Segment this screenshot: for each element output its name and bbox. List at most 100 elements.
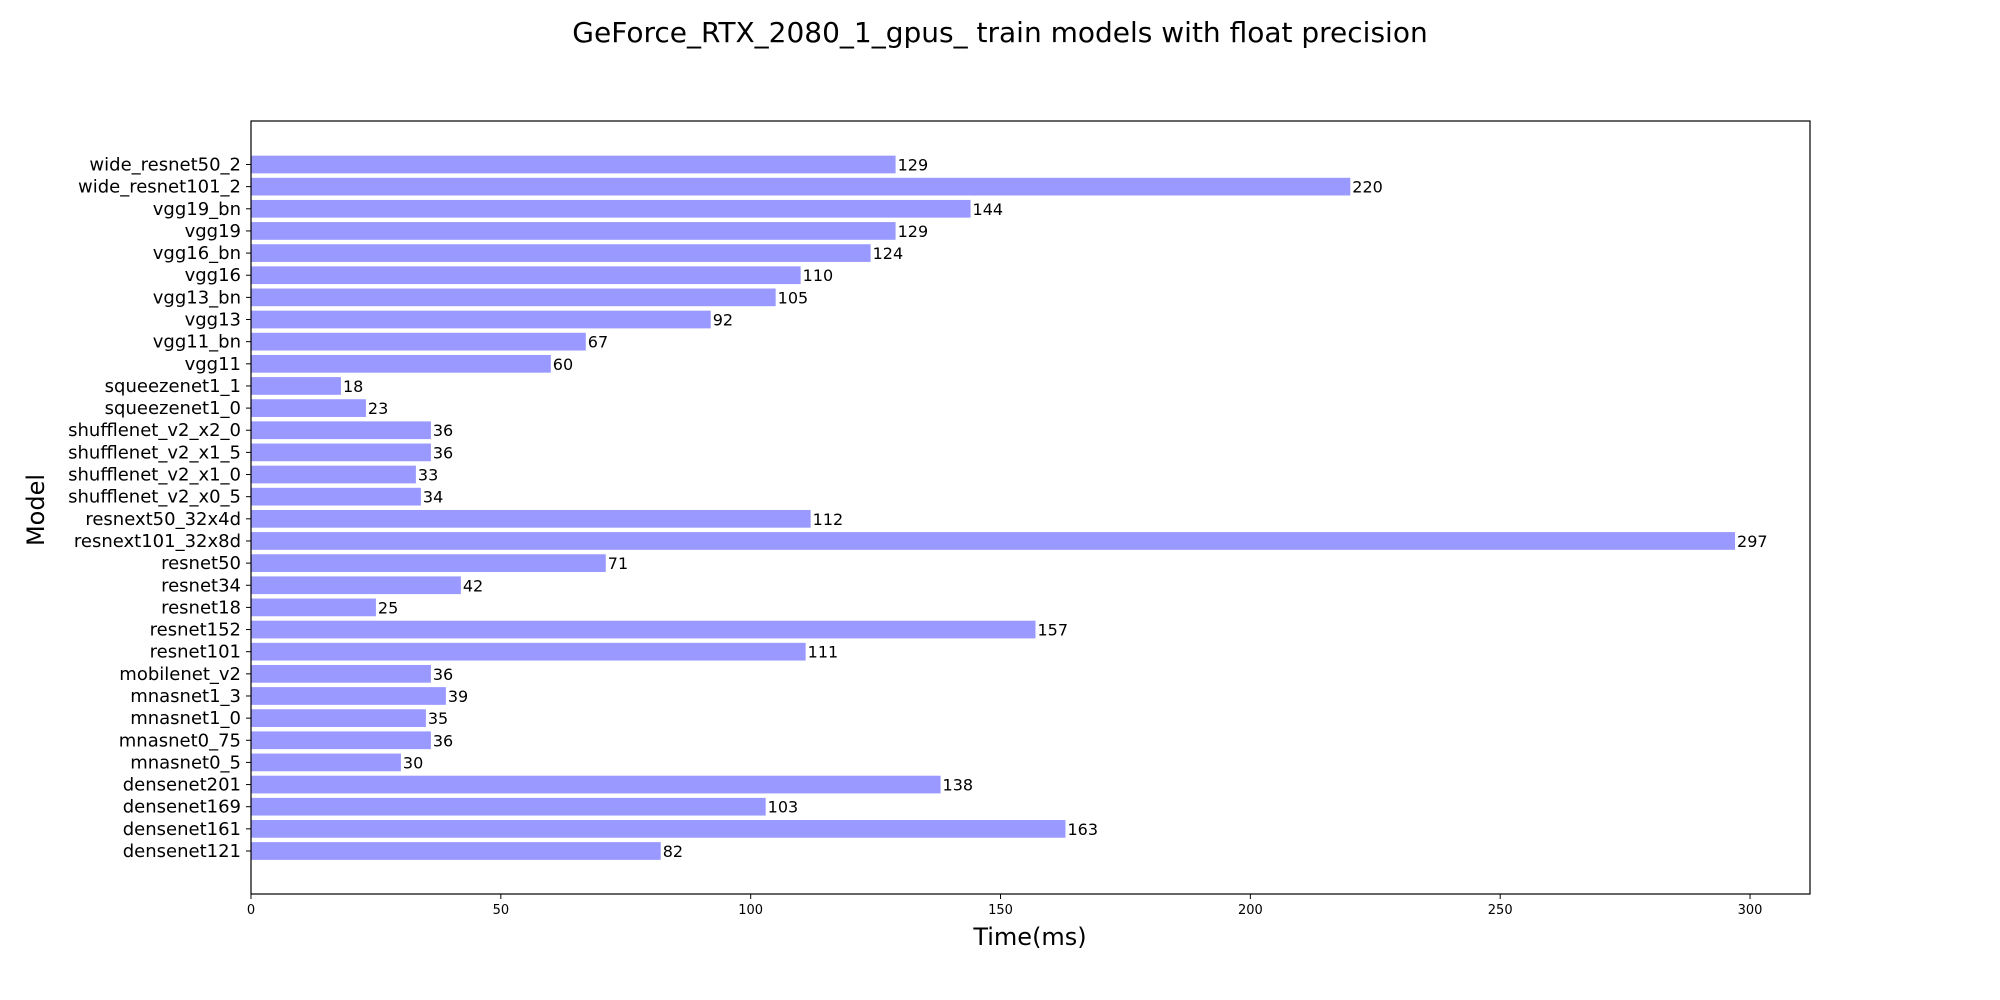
bar-densenet161	[251, 819, 1066, 838]
x-tick-label-100: 100	[738, 903, 763, 918]
bar-mnasnet1_0	[251, 709, 426, 727]
bar-squeezenet1_1	[251, 377, 341, 395]
data-label-vgg16_bn: 124	[873, 244, 904, 263]
y-tick-label-vgg11: vgg11	[185, 354, 241, 375]
data-label-wide_resnet50_2: 129	[898, 156, 929, 175]
bar-resnet101	[251, 642, 806, 661]
bar-mobilenet_v2	[251, 664, 431, 683]
bar-resnext101_32x8d	[251, 532, 1736, 550]
y-tick-label-resnext50_32x4d: resnext50_32x4d	[85, 509, 241, 530]
x-tick-label-200: 200	[1238, 903, 1263, 918]
data-label-shufflenet_v2_x1_0: 33	[418, 466, 438, 485]
y-tick-label-vgg16_bn: vgg16_bn	[153, 243, 241, 264]
category-labels-layer: wide_resnet50_2wide_resnet101_2vgg19_bnv…	[68, 155, 251, 862]
y-tick-label-resnet101: resnet101	[150, 642, 241, 663]
data-label-vgg11: 60	[553, 355, 573, 374]
data-label-mnasnet0_5: 30	[403, 753, 423, 772]
data-label-resnet152: 157	[1037, 621, 1068, 640]
data-label-shufflenet_v2_x2_0: 36	[433, 421, 453, 440]
data-label-vgg13: 92	[713, 311, 733, 330]
bar-vgg13	[251, 310, 711, 329]
y-tick-label-vgg11_bn: vgg11_bn	[153, 332, 241, 353]
y-tick-label-resnet50: resnet50	[161, 553, 241, 574]
y-tick-label-shufflenet_v2_x0_5: shufflenet_v2_x0_5	[68, 487, 241, 508]
y-tick-label-resnet18: resnet18	[161, 597, 241, 618]
bar-vgg16_bn	[251, 244, 871, 262]
y-tick-label-mnasnet0_75: mnasnet0_75	[119, 730, 241, 751]
x-tick-label-250: 250	[1488, 903, 1513, 918]
y-tick-label-resnext101_32x8d: resnext101_32x8d	[74, 531, 241, 552]
data-label-densenet169: 103	[768, 798, 799, 817]
y-tick-label-mnasnet1_3: mnasnet1_3	[130, 686, 241, 707]
data-label-squeezenet1_0: 23	[368, 399, 388, 418]
y-tick-label-mnasnet0_5: mnasnet0_5	[130, 752, 241, 773]
bar-wide_resnet101_2	[251, 177, 1351, 196]
data-label-vgg16: 110	[803, 266, 834, 285]
data-label-vgg13_bn: 105	[778, 288, 809, 307]
data-label-vgg11_bn: 67	[588, 333, 608, 352]
y-axis-label: Model	[22, 474, 50, 546]
bar-vgg11	[251, 354, 551, 373]
y-tick-label-vgg13: vgg13	[185, 310, 241, 331]
y-tick-label-shufflenet_v2_x2_0: shufflenet_v2_x2_0	[68, 420, 241, 441]
data-label-resnet18: 25	[378, 598, 398, 617]
x-tick-label-50: 50	[493, 903, 510, 918]
y-tick-label-squeezenet1_1: squeezenet1_1	[105, 376, 241, 397]
x-tick-label-300: 300	[1738, 903, 1763, 918]
x-axis-ticks: 0 50 100 150 200 250 300	[247, 894, 1763, 918]
bar-squeezenet1_0	[251, 399, 366, 417]
x-tick-label-0: 0	[247, 903, 255, 918]
y-tick-label-wide_resnet101_2: wide_resnet101_2	[78, 177, 241, 198]
y-tick-label-densenet121: densenet121	[123, 841, 241, 862]
bar-mnasnet0_75	[251, 731, 431, 750]
data-label-densenet121: 82	[663, 842, 683, 861]
y-tick-label-resnet34: resnet34	[161, 575, 241, 596]
bar-shufflenet_v2_x2_0	[251, 421, 431, 440]
bar-vgg13_bn	[251, 288, 776, 307]
data-label-resnet101: 111	[808, 643, 839, 662]
data-label-vgg19: 129	[898, 222, 929, 241]
bar-vgg16	[251, 266, 801, 285]
bar-resnet152	[251, 620, 1036, 639]
data-label-densenet161: 163	[1067, 820, 1098, 839]
y-tick-label-mobilenet_v2: mobilenet_v2	[119, 664, 241, 685]
bar-resnet34	[251, 576, 461, 595]
bar-shufflenet_v2_x0_5	[251, 487, 421, 506]
data-label-mnasnet1_3: 39	[448, 687, 468, 706]
bar-resnet50	[251, 554, 606, 572]
data-label-resnet34: 42	[463, 576, 483, 595]
bar-vgg19	[251, 222, 896, 240]
y-tick-label-shufflenet_v2_x1_0: shufflenet_v2_x1_0	[68, 465, 241, 486]
y-tick-label-wide_resnet50_2: wide_resnet50_2	[89, 155, 241, 176]
y-tick-label-vgg16: vgg16	[185, 265, 241, 286]
bar-resnext50_32x4d	[251, 509, 811, 528]
data-label-shufflenet_v2_x1_5: 36	[433, 443, 453, 462]
y-tick-label-squeezenet1_0: squeezenet1_0	[105, 398, 241, 419]
bars-layer	[251, 155, 1736, 860]
data-label-shufflenet_v2_x0_5: 34	[423, 488, 443, 507]
bar-shufflenet_v2_x1_5	[251, 443, 431, 462]
data-labels-layer: 129 220 144 129 124 110 105 92 67 60 18 23 36 36 33 34 1…	[343, 156, 1768, 862]
y-tick-label-shufflenet_v2_x1_5: shufflenet_v2_x1_5	[68, 442, 241, 463]
chart-title: GeForce_RTX_2080_1_gpus_ train models wi…	[572, 16, 1427, 49]
data-label-resnext50_32x4d: 112	[813, 510, 844, 529]
data-label-vgg19_bn: 144	[973, 200, 1004, 219]
y-tick-label-mnasnet1_0: mnasnet1_0	[130, 708, 241, 729]
x-axis-label: Time(ms)	[972, 923, 1086, 951]
bar-densenet201	[251, 775, 941, 794]
bar-shufflenet_v2_x1_0	[251, 465, 416, 484]
plot-area-frame	[250, 120, 1811, 895]
bar-wide_resnet50_2	[251, 155, 896, 174]
y-tick-label-vgg19_bn: vgg19_bn	[153, 199, 241, 220]
y-tick-label-vgg19: vgg19	[185, 221, 241, 242]
data-label-resnet50: 71	[608, 554, 628, 573]
bar-densenet169	[251, 797, 766, 816]
y-tick-label-densenet201: densenet201	[123, 775, 241, 796]
y-tick-label-densenet161: densenet161	[123, 819, 241, 840]
y-tick-label-resnet152: resnet152	[150, 620, 241, 641]
data-label-mnasnet0_75: 36	[433, 731, 453, 750]
x-tick-label-150: 150	[988, 903, 1013, 918]
data-label-resnext101_32x8d: 297	[1737, 532, 1768, 551]
data-label-wide_resnet101_2: 220	[1352, 178, 1383, 197]
